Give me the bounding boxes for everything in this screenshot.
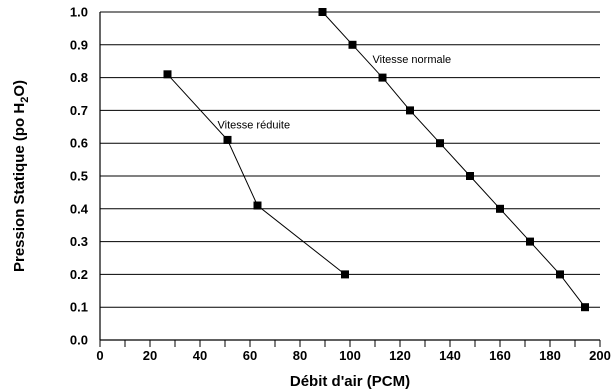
- series-1-point-2: [253, 201, 262, 210]
- series-0-point-1: [348, 40, 357, 49]
- x-tick-label-2: 40: [193, 348, 207, 363]
- annotation-1: Vitesse réduite: [218, 119, 291, 131]
- series-layer: [163, 8, 589, 312]
- series-0-point-0: [318, 8, 327, 16]
- y-tick-label-6: 0.6: [70, 136, 88, 151]
- series-0-point-5: [466, 172, 474, 180]
- series-0-point-9: [581, 303, 589, 312]
- annotation-0: Vitesse normale: [373, 54, 452, 66]
- x-tick-label-7: 140: [439, 348, 461, 363]
- x-tick-label-9: 180: [539, 348, 561, 363]
- axis-layer: 0.0 0.1 0.2 0.3 0.4 0.5 0.6 0.7 0.8 0.9 1.0 0 20 40 60…: [70, 5, 611, 364]
- y-tick-label-10: 1.0: [70, 5, 88, 20]
- grid-layer: [100, 11, 600, 308]
- x-tick-label-4: 80: [293, 348, 307, 363]
- series-0-point-8: [556, 270, 564, 279]
- x-tick-label-3: 60: [243, 348, 257, 363]
- y-axis-title: Pression Statique (po H2O): [11, 80, 31, 272]
- series-0-point-7: [526, 237, 534, 246]
- x-tick-label-6: 120: [389, 348, 411, 363]
- series-1-point-0: [163, 70, 172, 79]
- y-tick-label-7: 0.7: [70, 103, 88, 118]
- y-tick-label-8: 0.8: [70, 70, 88, 85]
- y-axis-title-subscript: 2: [19, 97, 31, 103]
- series-0-point-6: [496, 204, 504, 213]
- annotation-layer: Vitesse normale Vitesse réduite: [218, 54, 452, 132]
- y-tick-label-9: 0.9: [70, 37, 88, 52]
- y-tick-label-5: 0.5: [70, 169, 88, 184]
- x-tick-label-8: 160: [489, 348, 511, 363]
- y-tick-label-2: 0.2: [70, 267, 88, 282]
- series-line-0: [322, 11, 586, 308]
- series-0-point-4: [436, 139, 444, 148]
- y-tick-label-0: 0.0: [70, 333, 88, 348]
- series-0-point-3: [406, 106, 414, 115]
- x-tick-label-1: 20: [143, 348, 157, 363]
- x-tick-label-0: 0: [96, 348, 103, 363]
- y-tick-label-4: 0.4: [70, 201, 89, 216]
- series-0-point-2: [378, 73, 387, 82]
- series-line-1: [167, 73, 346, 275]
- x-tick-label-10: 200: [589, 348, 611, 363]
- x-tick-label-5: 100: [339, 348, 361, 363]
- y-tick-label-1: 0.1: [70, 300, 88, 315]
- series-1-point-1: [223, 135, 232, 144]
- y-axis-title-end: O): [11, 80, 28, 97]
- series-1-point-3: [341, 270, 349, 279]
- y-axis-title-main: Pression Statique (po H: [11, 103, 28, 272]
- y-tick-label-3: 0.3: [70, 234, 88, 249]
- x-axis-title: Débit d'air (PCM): [290, 373, 410, 390]
